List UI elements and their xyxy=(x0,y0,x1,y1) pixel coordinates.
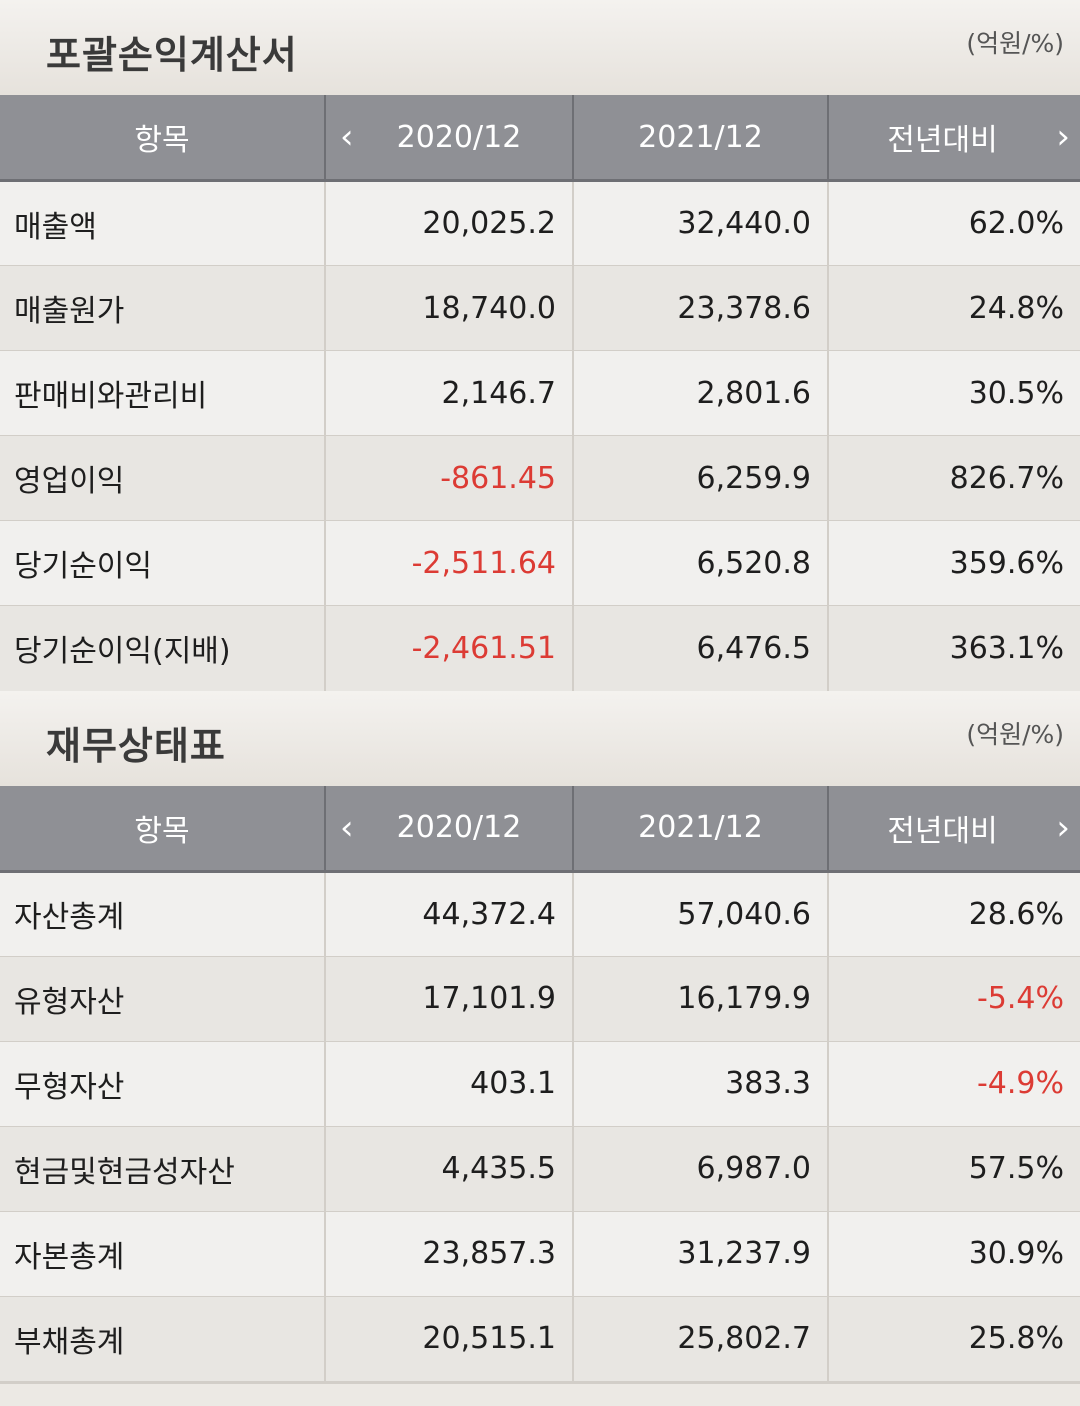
balance-header-row: 항목 ‹ 2020/12 2021/12 전년대비 › xyxy=(0,785,1080,873)
value-yoy: 363.1% xyxy=(827,605,1080,691)
column-header-2021: 2021/12 xyxy=(572,95,828,182)
table-row: 유형자산 17,101.9 16,179.9 -5.4% xyxy=(0,955,1080,1041)
value-2021: 31,237.9 xyxy=(572,1210,828,1296)
value-2020: 2,146.7 xyxy=(324,350,573,436)
balance-section-title: 재무상태표 xyxy=(46,723,226,768)
value-2020: 20,515.1 xyxy=(324,1295,573,1381)
income-section-header: 포괄손익계산서 (억원/%) xyxy=(0,0,1080,95)
value-2020: 403.1 xyxy=(324,1040,573,1126)
chevron-left-icon[interactable]: ‹ xyxy=(340,117,354,157)
column-header-yoy: 전년대비 › xyxy=(827,95,1080,182)
row-label: 현금및현금성자산 xyxy=(0,1125,325,1211)
value-2021: 6,476.5 xyxy=(572,605,828,691)
value-2020: -861.45 xyxy=(324,435,573,521)
value-2021: 6,987.0 xyxy=(572,1125,828,1211)
table-row: 자본총계 23,857.3 31,237.9 30.9% xyxy=(0,1210,1080,1296)
column-header-2021: 2021/12 xyxy=(572,785,828,873)
value-yoy: 28.6% xyxy=(827,870,1080,956)
column-header-item: 항목 xyxy=(0,785,325,873)
table-row: 매출원가 18,740.0 23,378.6 24.8% xyxy=(0,265,1080,351)
value-yoy: 24.8% xyxy=(827,265,1080,351)
income-table: 항목 ‹ 2020/12 2021/12 전년대비 › 매출액 20,025.2 3… xyxy=(0,95,1080,691)
balance-table-body: 자산총계 44,372.4 57,040.6 28.6% 유형자산 17,101.9 16,… xyxy=(0,870,1080,1381)
row-label: 판매비와관리비 xyxy=(0,350,325,436)
column-header-item: 항목 xyxy=(0,95,325,182)
row-label: 매출원가 xyxy=(0,265,325,351)
value-2021: 16,179.9 xyxy=(572,955,828,1041)
value-2020: 20,025.2 xyxy=(324,180,573,266)
value-2021: 2,801.6 xyxy=(572,350,828,436)
value-2021: 6,520.8 xyxy=(572,520,828,606)
row-label: 당기순이익(지배) xyxy=(0,605,325,691)
value-2021: 25,802.7 xyxy=(572,1295,828,1381)
column-header-yoy: 전년대비 › xyxy=(827,785,1080,873)
row-label: 영업이익 xyxy=(0,435,325,521)
value-2021: 6,259.9 xyxy=(572,435,828,521)
row-label: 무형자산 xyxy=(0,1040,325,1126)
value-2021: 383.3 xyxy=(572,1040,828,1126)
column-header-2020: ‹ 2020/12 xyxy=(324,95,573,182)
table-row: 영업이익 -861.45 6,259.9 826.7% xyxy=(0,435,1080,521)
value-yoy: 30.9% xyxy=(827,1210,1080,1296)
value-2020: 17,101.9 xyxy=(324,955,573,1041)
value-yoy: 826.7% xyxy=(827,435,1080,521)
income-table-body: 매출액 20,025.2 32,440.0 62.0% 매출원가 18,740.0 23,3… xyxy=(0,180,1080,691)
chevron-right-icon[interactable]: › xyxy=(1056,117,1070,157)
row-label: 부채총계 xyxy=(0,1295,325,1381)
value-2020: -2,461.51 xyxy=(324,605,573,691)
value-2020: 4,435.5 xyxy=(324,1125,573,1211)
value-2020: 18,740.0 xyxy=(324,265,573,351)
row-label: 자본총계 xyxy=(0,1210,325,1296)
value-yoy: 30.5% xyxy=(827,350,1080,436)
value-2020: -2,511.64 xyxy=(324,520,573,606)
value-yoy: 359.6% xyxy=(827,520,1080,606)
column-header-2020: ‹ 2020/12 xyxy=(324,785,573,873)
table-row: 당기순이익 -2,511.64 6,520.8 359.6% xyxy=(0,520,1080,606)
table-row: 당기순이익(지배) -2,461.51 6,476.5 363.1% xyxy=(0,605,1080,691)
value-2021: 32,440.0 xyxy=(572,180,828,266)
table-bottom-rule xyxy=(0,1381,1080,1384)
row-label: 자산총계 xyxy=(0,870,325,956)
chevron-right-icon[interactable]: › xyxy=(1056,807,1070,848)
table-row: 자산총계 44,372.4 57,040.6 28.6% xyxy=(0,870,1080,956)
value-yoy: 62.0% xyxy=(827,180,1080,266)
value-yoy: 57.5% xyxy=(827,1125,1080,1211)
row-label: 당기순이익 xyxy=(0,520,325,606)
chevron-left-icon[interactable]: ‹ xyxy=(340,807,354,848)
table-row: 매출액 20,025.2 32,440.0 62.0% xyxy=(0,180,1080,266)
row-label: 유형자산 xyxy=(0,955,325,1041)
value-2021: 57,040.6 xyxy=(572,870,828,956)
row-label: 매출액 xyxy=(0,180,325,266)
balance-section-header: 재무상태표 (억원/%) xyxy=(0,690,1080,786)
income-unit-label: (억원/%) xyxy=(966,29,1064,58)
value-yoy: -4.9% xyxy=(827,1040,1080,1126)
value-2021: 23,378.6 xyxy=(572,265,828,351)
table-row: 부채총계 20,515.1 25,802.7 25.8% xyxy=(0,1295,1080,1381)
balance-table: 항목 ‹ 2020/12 2021/12 전년대비 › 자산총계 44,372.4… xyxy=(0,785,1080,1381)
income-section-title: 포괄손익계산서 xyxy=(46,33,298,77)
value-2020: 23,857.3 xyxy=(324,1210,573,1296)
table-row: 현금및현금성자산 4,435.5 6,987.0 57.5% xyxy=(0,1125,1080,1211)
table-row: 판매비와관리비 2,146.7 2,801.6 30.5% xyxy=(0,350,1080,436)
value-yoy: -5.4% xyxy=(827,955,1080,1041)
table-row: 무형자산 403.1 383.3 -4.9% xyxy=(0,1040,1080,1126)
balance-unit-label: (억원/%) xyxy=(966,719,1064,749)
income-header-row: 항목 ‹ 2020/12 2021/12 전년대비 › xyxy=(0,95,1080,182)
value-yoy: 25.8% xyxy=(827,1295,1080,1381)
value-2020: 44,372.4 xyxy=(324,870,573,956)
